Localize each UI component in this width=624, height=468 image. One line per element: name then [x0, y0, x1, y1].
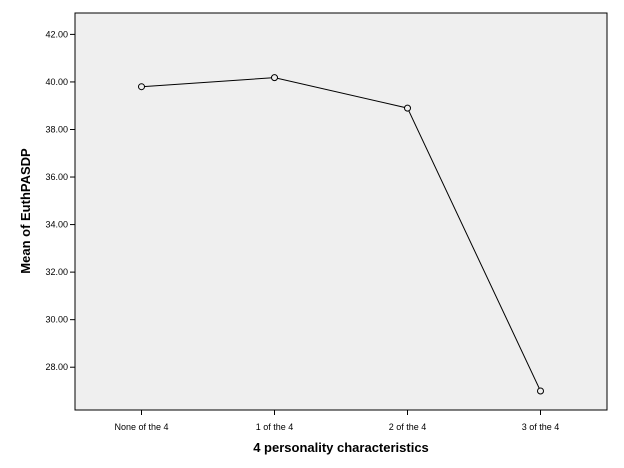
series-line-group — [138, 74, 544, 395]
x-tick-label: 1 of the 4 — [256, 422, 294, 432]
x-axis: None of the 4 1 of the 4 2 of the 4 3 of th… — [114, 410, 559, 432]
x-tick-label: 2 of the 4 — [389, 422, 427, 432]
y-axis: 28.00 30.00 32.00 34.00 36.00 38.00 40.00 42.00 — [45, 29, 75, 372]
y-tick-label: 36.00 — [45, 172, 68, 182]
data-point — [537, 387, 544, 395]
y-tick-label: 40.00 — [45, 77, 68, 87]
data-point — [404, 104, 411, 112]
x-axis-title: 4 personality characteristics — [253, 440, 429, 455]
y-tick-label: 38.00 — [45, 124, 68, 134]
y-axis-title: Mean of EuthPASDP — [18, 148, 33, 274]
y-tick-label: 30.00 — [45, 315, 68, 325]
series-line — [141, 77, 541, 392]
y-tick-label: 28.00 — [45, 362, 68, 372]
data-point — [271, 74, 278, 82]
data-point — [138, 83, 145, 91]
x-tick-label: None of the 4 — [114, 422, 168, 432]
y-tick-label: 32.00 — [45, 267, 68, 277]
plot-area — [74, 12, 608, 411]
x-tick-label: 3 of the 4 — [522, 422, 560, 432]
y-tick-label: 34.00 — [45, 220, 68, 230]
y-tick-label: 42.00 — [45, 29, 68, 39]
